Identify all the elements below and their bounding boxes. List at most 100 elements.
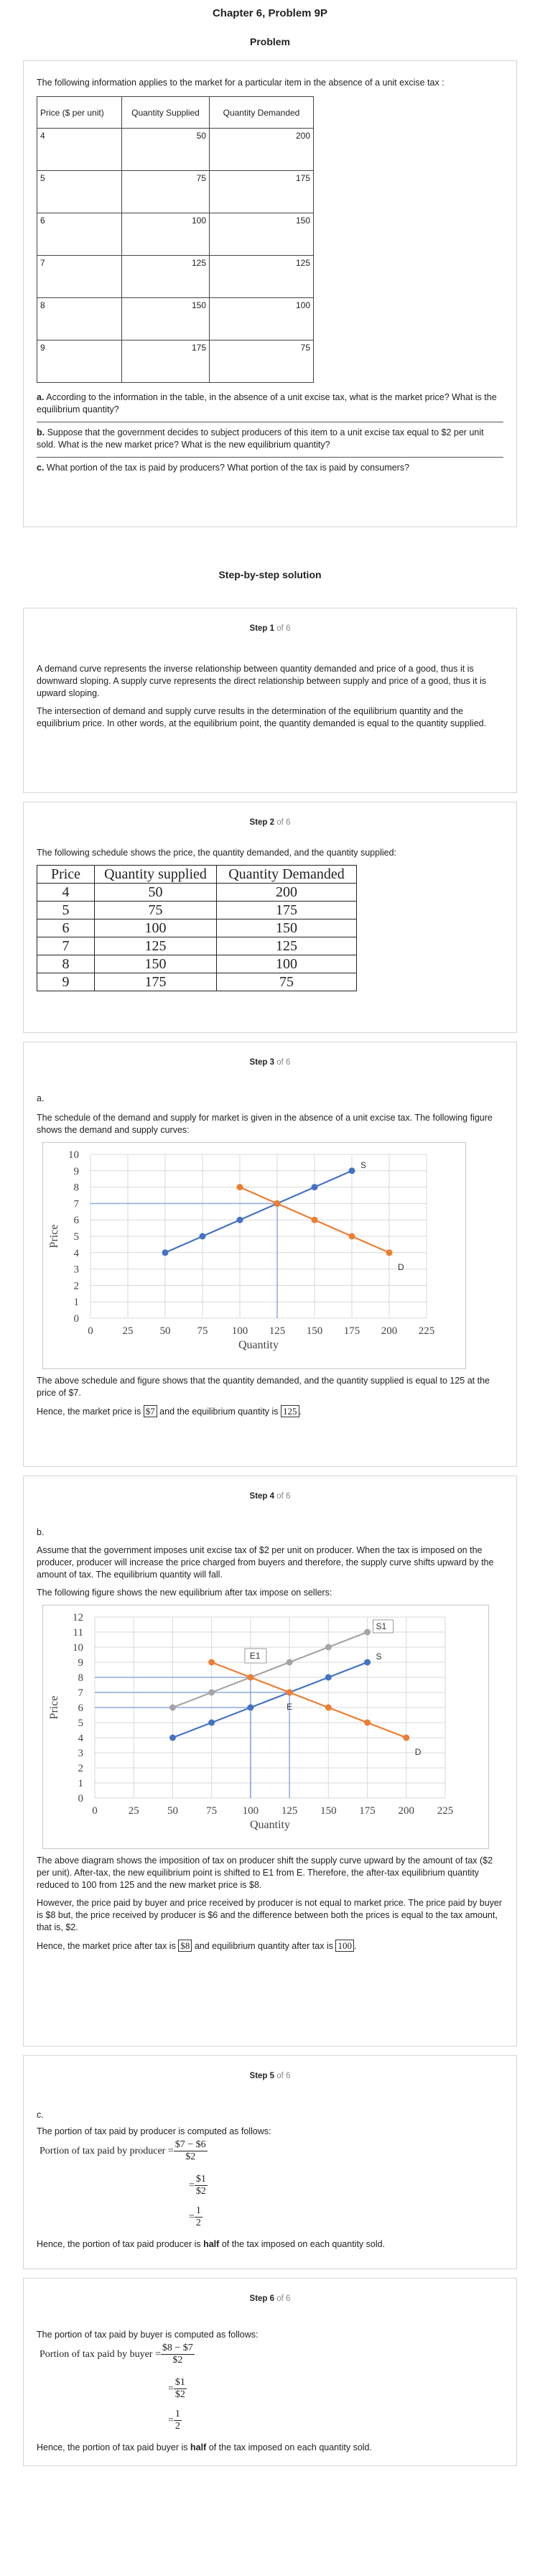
y-tick-label: 10 xyxy=(68,1149,79,1161)
step-of: of 6 xyxy=(276,2294,291,2303)
x-tick-label: 200 xyxy=(399,1805,415,1817)
y-tick-label: 4 xyxy=(78,1733,84,1744)
divider xyxy=(37,457,503,458)
question-a-label: a. xyxy=(37,392,45,402)
series-line-S xyxy=(164,1169,353,1254)
x-tick-label: 175 xyxy=(359,1805,376,1817)
text-segment: and equilibrium quantity after tax is xyxy=(194,1941,333,1951)
y-tick-label: 1 xyxy=(74,1297,80,1308)
y-tick-label: 1 xyxy=(78,1778,84,1789)
data-point xyxy=(403,1734,410,1741)
formula-lhs: Portion of tax paid by buyer xyxy=(39,2348,153,2360)
table-row: 8 150 100 xyxy=(37,297,314,340)
text-segment: Hence, the portion of tax paid buyer is xyxy=(37,2442,188,2452)
series-label-box xyxy=(373,1619,394,1634)
y-tick-label: 5 xyxy=(74,1231,80,1243)
table-header-row: Price ($ per unit) Quantity Supplied Qua… xyxy=(37,96,314,129)
problem-heading: Problem xyxy=(249,36,290,47)
problem-intro: The following information applies to the… xyxy=(37,78,444,88)
series-label: D xyxy=(398,1262,404,1272)
solution-heading: Step-by-step solution xyxy=(218,569,322,580)
denominator: $2 xyxy=(173,2151,208,2163)
table-cell: 200 xyxy=(209,128,314,171)
schedule-row: 5 75 175 xyxy=(37,901,357,919)
step-6-conclusion: Hence, the portion of tax paid buyer is … xyxy=(37,2442,503,2454)
equals-sign: = xyxy=(154,2348,161,2360)
y-tick-label: 3 xyxy=(74,1264,80,1276)
schedule-cell: 75 xyxy=(216,973,357,991)
data-point xyxy=(386,1249,393,1256)
denominator: 2 xyxy=(194,2217,202,2228)
schedule-cell: 75 xyxy=(94,901,217,919)
table-cell: 9 xyxy=(37,340,122,383)
step-1-card: Step 1 of 6 A demand curve represents th… xyxy=(23,608,517,793)
table-cell: 50 xyxy=(121,128,210,171)
schedule-row: 6 100 150 xyxy=(37,919,357,937)
series-label: S xyxy=(360,1160,366,1170)
data-point xyxy=(364,1628,371,1636)
step-5-intro: The portion of tax paid by producer is c… xyxy=(37,2126,271,2136)
schedule-cell: 175 xyxy=(94,973,217,991)
step-number: 5 xyxy=(269,2072,275,2080)
table-cell: 100 xyxy=(209,297,314,340)
x-tick-label: 125 xyxy=(281,1805,298,1817)
schedule-cell: 50 xyxy=(94,883,217,902)
problem-table: Price ($ per unit) Quantity Supplied Qua… xyxy=(37,96,314,383)
schedule-table: Price Quantity supplied Quantity Demande… xyxy=(37,865,357,991)
numerator: $8 − $7 xyxy=(162,2343,193,2353)
x-tick-label: 0 xyxy=(92,1805,98,1817)
step-3-para-1: The above schedule and figure shows that… xyxy=(37,1376,490,1398)
schedule-cell: 125 xyxy=(216,937,357,955)
table-row: 9 175 75 xyxy=(37,340,314,383)
data-point xyxy=(286,1689,293,1696)
series-label: S xyxy=(376,1651,382,1662)
schedule-col-demanded: Quantity Demanded xyxy=(216,865,357,884)
numerator: 1 xyxy=(195,2205,201,2216)
y-tick-label: 9 xyxy=(78,1657,84,1669)
equals-sign: = xyxy=(168,2414,174,2426)
step-of: of 6 xyxy=(276,818,291,827)
text-segment: of the tax imposed on each quantity sold… xyxy=(221,2239,386,2249)
schedule-cell: 175 xyxy=(216,901,357,919)
y-axis-title: Price xyxy=(48,1225,60,1248)
step-1-heading: Step 1 of 6 xyxy=(37,624,503,633)
table-cell: 75 xyxy=(209,340,314,383)
step-5-formula: Portion of tax paid by producer = $7 − $… xyxy=(37,2139,503,2238)
y-tick-label: 11 xyxy=(73,1627,83,1639)
step-number: 2 xyxy=(269,818,275,827)
data-point xyxy=(247,1674,254,1681)
data-point xyxy=(199,1233,206,1240)
step-6-formula: Portion of tax paid by buyer = $8 − $7 $2… xyxy=(37,2343,503,2442)
schedule-cell: 9 xyxy=(37,973,95,991)
table-cell: 100 xyxy=(121,213,210,256)
text-segment: Hence, the market price after tax is xyxy=(37,1941,176,1951)
question-b-text: Suppose that the government decides to s… xyxy=(37,427,484,450)
schedule-cell: 150 xyxy=(216,919,357,937)
annotation-label: E xyxy=(287,1702,292,1712)
data-point xyxy=(364,1659,371,1666)
x-tick-label: 50 xyxy=(167,1805,178,1817)
table-row: 6 100 150 xyxy=(37,213,314,256)
schedule-cell: 100 xyxy=(216,955,357,973)
table-cell: 75 xyxy=(121,170,210,213)
question-c: c. What portion of the tax is paid by pr… xyxy=(37,462,503,474)
denominator: $2 xyxy=(173,2389,187,2400)
text-segment: Hence, the market price is xyxy=(37,1407,141,1417)
step-2-intro: The following schedule shows the price, … xyxy=(37,848,397,858)
step-word: Step xyxy=(249,2072,268,2080)
schedule-cell: 6 xyxy=(37,919,95,937)
y-tick-label: 12 xyxy=(73,1612,83,1623)
step-word: Step xyxy=(249,1058,268,1067)
fraction: $8 − $7 $2 xyxy=(160,2343,195,2366)
step-3-intro: The schedule of the demand and supply fo… xyxy=(37,1113,493,1135)
question-c-text: What portion of the tax is paid by produ… xyxy=(46,463,410,473)
data-point xyxy=(247,1704,254,1711)
data-point xyxy=(311,1184,318,1191)
text-segment: and the equilibrium quantity is xyxy=(159,1407,279,1417)
step-6-card: Step 6 of 6 The portion of tax paid by b… xyxy=(23,2278,517,2466)
step-4-heading: Step 4 of 6 xyxy=(37,1492,503,1501)
x-axis-title: Quantity xyxy=(250,1819,290,1831)
denominator: $2 xyxy=(160,2354,195,2366)
step-5-card: Step 5 of 6 c. The portion of tax paid b… xyxy=(23,2055,517,2269)
numerator: $1 xyxy=(195,2174,206,2184)
